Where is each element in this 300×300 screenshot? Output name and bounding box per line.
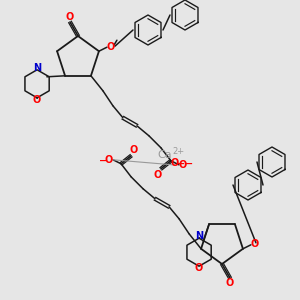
Text: O: O xyxy=(179,160,187,170)
Text: −: − xyxy=(177,159,185,169)
Text: O: O xyxy=(251,239,259,249)
Text: O: O xyxy=(195,263,203,273)
Text: O: O xyxy=(105,155,113,165)
Text: O: O xyxy=(33,95,41,105)
Text: O: O xyxy=(107,42,115,52)
Text: O: O xyxy=(130,145,138,155)
Text: O: O xyxy=(154,170,162,180)
Text: O: O xyxy=(66,12,74,22)
Text: 2+: 2+ xyxy=(172,146,184,155)
Text: N: N xyxy=(195,231,203,241)
Text: Ca: Ca xyxy=(158,150,172,160)
Text: −: − xyxy=(99,156,107,166)
Text: O: O xyxy=(171,158,179,168)
Text: −: − xyxy=(185,159,193,169)
Text: N: N xyxy=(33,63,41,73)
Text: O: O xyxy=(226,278,234,288)
